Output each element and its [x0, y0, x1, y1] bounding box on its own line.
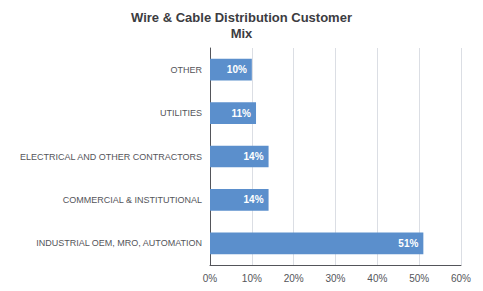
svg-text:50%: 50%	[409, 273, 429, 284]
svg-text:60%: 60%	[451, 273, 471, 284]
svg-text:INDUSTRIAL OEM, MRO, AUTOMATIO: INDUSTRIAL OEM, MRO, AUTOMATION	[36, 238, 202, 248]
svg-text:14%: 14%	[244, 151, 264, 162]
svg-text:COMMERCIAL & INSTITUTIONAL: COMMERCIAL & INSTITUTIONAL	[63, 195, 202, 205]
svg-text:0%: 0%	[203, 273, 218, 284]
svg-text:10%: 10%	[242, 273, 262, 284]
svg-text:Mix: Mix	[231, 26, 253, 41]
svg-text:ELECTRICAL AND OTHER CONTRACTO: ELECTRICAL AND OTHER CONTRACTORS	[20, 152, 202, 162]
svg-text:11%: 11%	[232, 108, 252, 119]
svg-text:UTILITIES: UTILITIES	[160, 108, 202, 118]
svg-text:51%: 51%	[398, 238, 418, 249]
svg-text:Wire & Cable Distribution Cust: Wire & Cable Distribution Customer	[131, 10, 352, 25]
svg-text:30%: 30%	[325, 273, 345, 284]
svg-text:OTHER: OTHER	[171, 65, 203, 75]
svg-text:40%: 40%	[367, 273, 387, 284]
svg-text:10%: 10%	[227, 64, 247, 75]
svg-text:20%: 20%	[284, 273, 304, 284]
svg-text:14%: 14%	[244, 194, 264, 205]
